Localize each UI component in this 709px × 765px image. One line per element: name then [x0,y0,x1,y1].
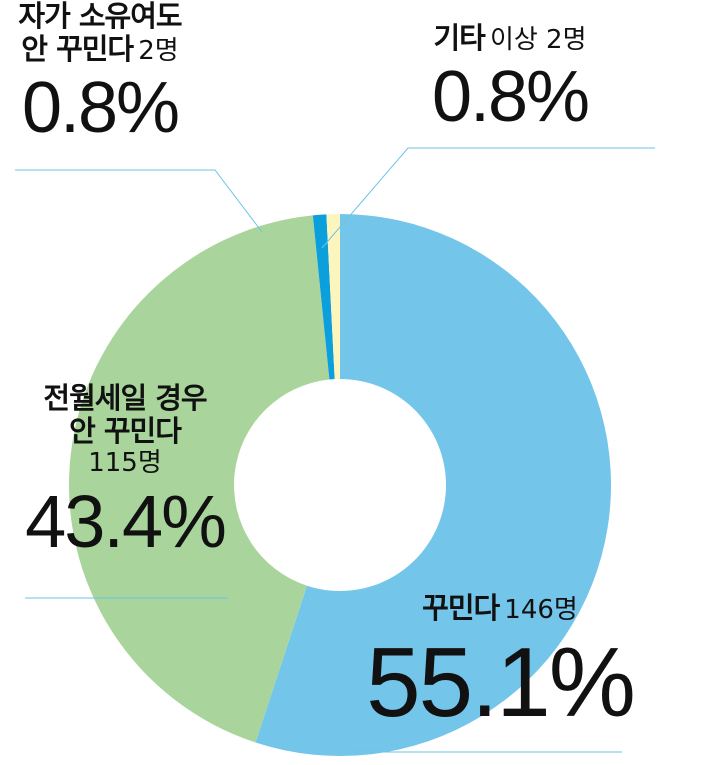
donut-slice [69,215,330,743]
percent-label: 0.8% [431,56,590,137]
donut-slice [326,214,340,380]
category-name: 전월세일 경우 안 꾸민다 [43,381,207,449]
donut-slice [312,214,335,380]
slice-label: 전월세일 경우 안 꾸민다 115명 43.4% [0,381,250,564]
count-label: 115명 [88,447,162,478]
slice-label: 기타 이상 2명 0.8% [395,21,625,139]
slice-label: 자가 소유여도 안 꾸민다 2명 0.8% [0,0,200,150]
leader-line [15,169,263,233]
category-name: 꾸민다 [422,591,500,625]
count-label: 이상 2명 [489,25,587,55]
percent-label: 43.4% [25,479,227,563]
slice-label: 꾸민다 146명 55.1% [360,591,640,739]
count-label: 146명 [504,595,578,625]
category-name: 자가 소유여도 안 꾸민다 [18,0,182,67]
category-name: 기타 [433,21,485,55]
percent-label: 0.8% [21,68,180,149]
leader-line [321,147,655,249]
count-label: 2명 [138,36,179,67]
donut-slice [255,214,612,756]
percent-label: 55.1% [366,626,636,737]
